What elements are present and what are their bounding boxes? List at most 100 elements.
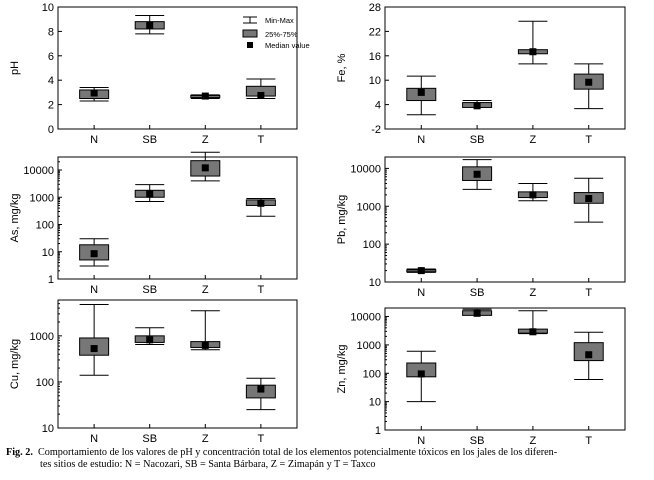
- legend-quartile-label: 25%-75%: [265, 30, 298, 39]
- y-tick-label: 22: [369, 26, 381, 38]
- y-tick-label: 10: [369, 75, 381, 87]
- y-tick-label: 100: [36, 220, 54, 232]
- y-axis-label: Fe, %: [336, 53, 348, 82]
- box-sb: [462, 308, 493, 317]
- caption-label: Fig. 2.: [6, 447, 33, 458]
- box-n: [406, 75, 437, 116]
- x-tick-label: Z: [202, 284, 209, 296]
- median-marker: [417, 370, 425, 378]
- x-tick-label: SB: [142, 433, 157, 445]
- x-tick-label: SB: [142, 284, 157, 296]
- x-tick-label: T: [258, 284, 265, 296]
- x-tick-label: Z: [530, 435, 537, 445]
- box-t: [245, 377, 276, 411]
- box-t: [573, 331, 604, 381]
- box-t: [573, 63, 604, 110]
- y-tick-label: 1000: [357, 201, 381, 213]
- y-axis-label: pH: [9, 61, 21, 75]
- y-tick-label: 10: [42, 247, 54, 259]
- box-n: [406, 350, 437, 403]
- x-tick-label: SB: [470, 435, 485, 445]
- legend-quartile-swatch: [242, 29, 258, 38]
- figure-caption: Fig. 2. Comportamiento de los valores de…: [6, 447, 652, 471]
- y-tick-label: 0: [48, 124, 54, 136]
- median-marker: [473, 309, 481, 317]
- y-tick-label: 8: [48, 26, 54, 38]
- plot-frame: [57, 6, 298, 130]
- box-z: [517, 310, 548, 336]
- median-marker: [146, 21, 154, 29]
- plot-frame: [384, 6, 626, 130]
- caption-line-1: Comportamiento de los valores de pH y co…: [37, 447, 558, 458]
- box-sb: [462, 159, 493, 190]
- box-t: [245, 197, 276, 217]
- y-tick-label: 16: [369, 51, 381, 63]
- box-n: [79, 303, 110, 376]
- median-marker: [529, 191, 537, 199]
- x-tick-label: Z: [202, 134, 209, 146]
- x-tick-label: T: [585, 134, 592, 146]
- x-tick-label: N: [417, 287, 425, 299]
- box-z: [517, 182, 548, 202]
- y-tick-label: 1: [48, 274, 54, 286]
- median-marker: [201, 92, 209, 100]
- x-tick-label: Z: [530, 134, 537, 146]
- x-tick-label: N: [417, 134, 425, 146]
- x-tick-label: T: [258, 134, 265, 146]
- panel-ph: 0 2 4 6 8 10 pH N SB Z T Min-Max 25%-75% Median value: [9, 2, 310, 146]
- median-marker: [201, 341, 209, 349]
- x-tick-label: N: [90, 134, 98, 146]
- plot-frame: [57, 299, 298, 429]
- y-tick-label: 1: [375, 425, 381, 437]
- x-tick-label: N: [90, 433, 98, 445]
- y-tick-label: 1000: [30, 192, 54, 204]
- median-marker: [529, 328, 537, 336]
- x-tick-label: SB: [470, 134, 485, 146]
- median-marker: [585, 195, 593, 203]
- y-tick-label: 4: [48, 75, 54, 87]
- y-tick-label: 10: [42, 2, 54, 14]
- box-sb: [134, 15, 165, 35]
- y-tick-label: 1000: [30, 331, 54, 343]
- median-marker: [585, 78, 593, 86]
- y-tick-label: 10: [42, 423, 54, 435]
- box-n: [79, 238, 110, 267]
- box-z: [190, 151, 221, 182]
- y-tick-label: 2: [48, 100, 54, 112]
- y-tick-label: 100: [363, 239, 381, 251]
- plot-frame: [384, 307, 626, 431]
- y-tick-label: 10: [369, 277, 381, 289]
- y-tick-label: 100: [363, 368, 381, 380]
- legend-median-label: Median value: [265, 41, 310, 50]
- y-tick-label: 6: [48, 51, 54, 63]
- y-axis-label: Zn, mg/kg: [336, 345, 348, 394]
- legend-minmax-label: Min-Max: [265, 16, 294, 25]
- panel-as: 1 10 100 1000 10000 As, mg/kg N SB Z T: [9, 151, 298, 296]
- median-marker: [473, 102, 481, 110]
- median-marker: [417, 267, 425, 275]
- median-marker: [90, 89, 98, 97]
- y-tick-label: 28: [369, 2, 381, 14]
- median-marker: [257, 385, 265, 393]
- x-tick-label: N: [90, 284, 98, 296]
- y-tick-label: -2: [371, 124, 381, 136]
- median-marker: [257, 199, 265, 207]
- box-z: [190, 310, 221, 351]
- panel-cu: 10 100 1000 Cu, mg/kg N SB Z T: [9, 299, 298, 445]
- x-tick-label: SB: [142, 134, 157, 146]
- median-marker: [417, 88, 425, 96]
- panel-zn: 1 10 100 1000 10000 Zn, mg/kg N SB Z T: [336, 307, 626, 445]
- y-tick-label: 10000: [23, 165, 54, 177]
- x-tick-label: N: [417, 435, 425, 445]
- y-tick-label: 10: [369, 397, 381, 409]
- plot-frame: [384, 156, 626, 283]
- y-tick-label: 1000: [357, 340, 381, 352]
- box-sb: [462, 100, 493, 110]
- x-tick-label: T: [585, 287, 592, 299]
- median-marker: [201, 164, 209, 172]
- box-t: [245, 78, 276, 99]
- x-tick-label: Z: [202, 433, 209, 445]
- median-marker: [529, 48, 537, 56]
- y-tick-label: 10000: [350, 163, 381, 175]
- median-marker: [585, 351, 593, 359]
